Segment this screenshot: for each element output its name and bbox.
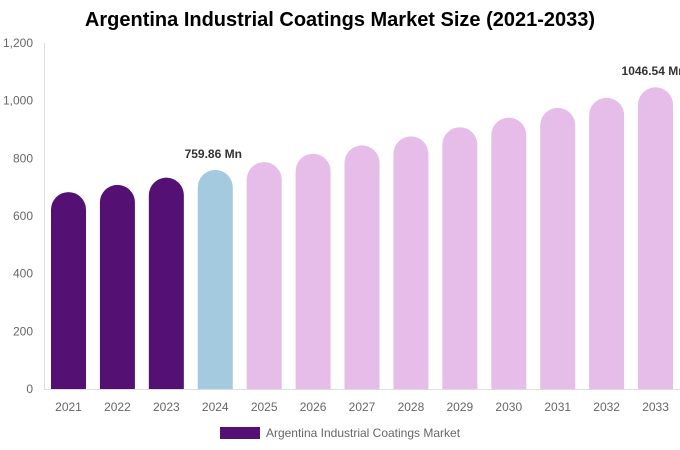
- legend-swatch: [219, 427, 260, 439]
- bar-2022: [99, 184, 135, 389]
- y-tick-label: 800: [13, 151, 33, 165]
- y-tick-label: 0: [26, 382, 33, 396]
- data-label: 1046.54 Mn: [622, 64, 680, 78]
- legend[interactable]: Argentina Industrial Coatings Market: [0, 426, 680, 440]
- legend-label: Argentina Industrial Coatings Market: [265, 426, 461, 440]
- bar-2023: [148, 177, 184, 389]
- bar-2027: [344, 145, 380, 389]
- x-tick-label: 2033: [642, 400, 669, 414]
- x-tick-label: 2024: [202, 400, 229, 414]
- bar-2026: [295, 153, 331, 389]
- x-tick-label: 2025: [251, 400, 278, 414]
- x-tick-label: 2029: [447, 400, 474, 414]
- data-label: 759.86 Mn: [185, 147, 242, 161]
- bar-2031: [540, 107, 576, 389]
- bar-2028: [393, 136, 429, 389]
- chart-title: Argentina Industrial Coatings Market Siz…: [84, 9, 596, 31]
- x-tick-label: 2030: [495, 400, 522, 414]
- bar-2033: [638, 87, 674, 390]
- x-tick-label: 2021: [55, 400, 82, 414]
- x-tick-label: 2023: [153, 400, 180, 414]
- y-tick-label: 200: [13, 324, 33, 338]
- bar-2021: [51, 192, 86, 389]
- bar-2030: [491, 117, 527, 390]
- y-tick-label: 1,000: [3, 94, 33, 108]
- y-tick-label: 1,200: [3, 36, 33, 50]
- x-tick-label: 2027: [349, 400, 376, 414]
- x-tick-label: 2026: [300, 400, 327, 414]
- y-tick-label: 400: [13, 267, 33, 281]
- x-tick-label: 2031: [544, 400, 571, 414]
- bar-2029: [442, 127, 478, 389]
- x-tick-label: 2022: [104, 400, 131, 414]
- x-tick-label: 2028: [398, 400, 425, 414]
- bar-2024: [197, 169, 233, 389]
- x-tick-label: 2032: [593, 400, 620, 414]
- y-tick-label: 600: [13, 209, 33, 223]
- bar-2025: [246, 162, 282, 389]
- bar-2032: [589, 97, 625, 390]
